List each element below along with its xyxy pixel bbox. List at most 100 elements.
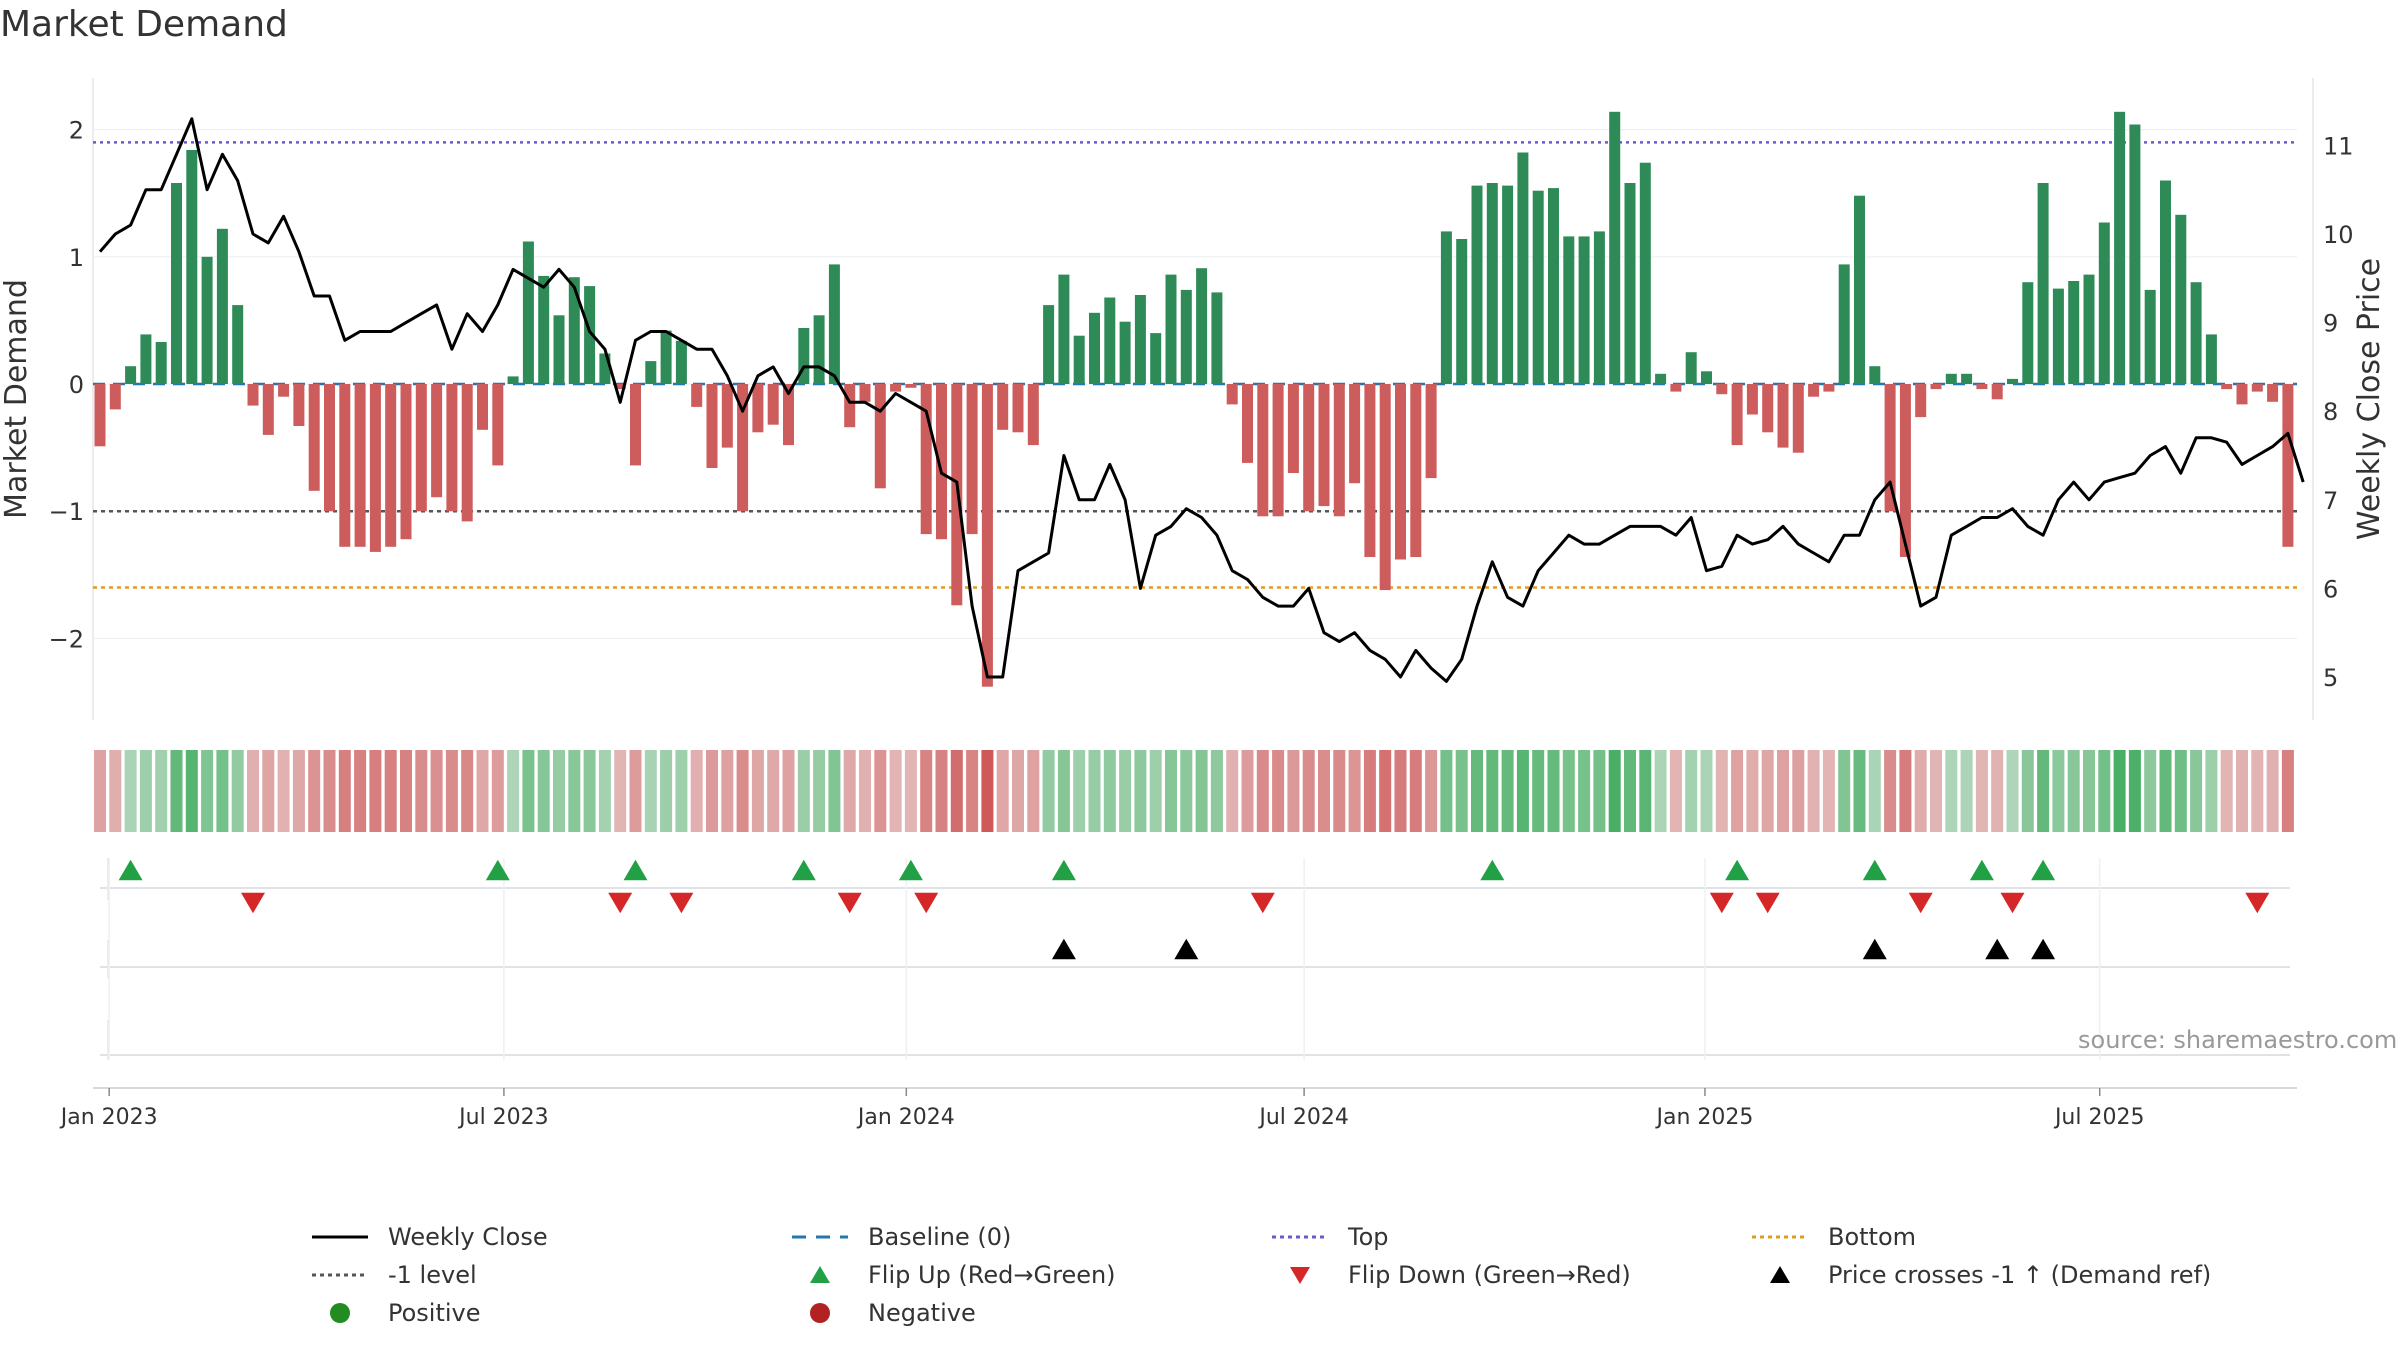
demand-bar [1119, 321, 1131, 384]
heat-cell [1807, 750, 1820, 832]
heat-cell [231, 750, 244, 832]
demand-bar [737, 384, 749, 512]
heat-cell [1960, 750, 1973, 832]
heat-cell [537, 750, 550, 832]
demand-bar [783, 384, 794, 446]
legend-item-baseline: Baseline (0) [790, 1218, 1011, 1256]
demand-bar [1502, 185, 1514, 384]
flip-down-marker [241, 892, 265, 914]
demand-bar [369, 384, 381, 552]
demand-bar [1395, 384, 1406, 560]
demand-bar [2129, 124, 2141, 384]
heat-cell [583, 750, 596, 832]
demand-bar [1043, 305, 1055, 384]
heat-cell [1822, 750, 1835, 832]
x-tick-label: Jul 2025 [2053, 1105, 2145, 1130]
heat-cell [308, 750, 321, 832]
demand-bar [630, 384, 641, 466]
y2-tick-label: 7 [2323, 487, 2338, 515]
heat-cell [1853, 750, 1866, 832]
demand-bar [1027, 384, 1039, 446]
heat-cell [904, 750, 917, 832]
demand-bar [308, 384, 320, 491]
demand-bar [874, 384, 886, 489]
demand-bar [1945, 373, 1957, 384]
legend-item-flip_down: Flip Down (Green→Red) [1270, 1256, 1631, 1294]
demand-bar [2282, 384, 2294, 547]
demand-bar [1930, 384, 1942, 390]
heat-cell [1685, 750, 1698, 832]
flip-down-marker [837, 892, 862, 914]
flip-up-marker [1480, 859, 1505, 881]
demand-bar [1777, 384, 1789, 448]
heat-cell [996, 750, 1009, 832]
flip-up-marker [485, 859, 510, 881]
heat-cell [1195, 750, 1208, 832]
heat-cell [1088, 750, 1101, 832]
heat-cell [1149, 750, 1162, 832]
heat-cell [94, 750, 106, 832]
demand-bar [1257, 384, 1269, 517]
demand-bar [1486, 183, 1498, 384]
demand-bar [920, 384, 932, 535]
demand-bar [461, 384, 473, 522]
legend-swatch-icon [1290, 1267, 1310, 1284]
demand-bar [951, 384, 963, 606]
demand-bar [140, 334, 152, 384]
demand-bar [216, 228, 228, 384]
flip-down-marker [2000, 892, 2025, 914]
heat-cell [2144, 750, 2157, 832]
demand-bar [155, 342, 167, 384]
demand-bar [262, 384, 274, 435]
demand-bar [1976, 384, 1988, 390]
demand-bar [568, 277, 580, 384]
demand-bar [2022, 282, 2034, 384]
demand-bar [1196, 268, 1208, 384]
heat-cell [1348, 750, 1361, 832]
legend-item-flip_up: Flip Up (Red→Green) [790, 1256, 1116, 1294]
demand-bar [2083, 274, 2095, 384]
cross-up-marker [1985, 938, 2010, 960]
demand-bar [1685, 352, 1697, 384]
heat-cell [721, 750, 734, 832]
demand-bar [2114, 111, 2126, 385]
demand-bar [1440, 231, 1452, 384]
legend-item-top: Top [1270, 1218, 1389, 1256]
demand-bar [339, 384, 351, 547]
x-tick-label: Jul 2023 [457, 1105, 549, 1130]
legend-label: Positive [388, 1299, 481, 1327]
heat-cell [1057, 750, 1070, 832]
heat-cell [874, 750, 887, 832]
heat-cell [1073, 750, 1086, 832]
flip-up-marker [898, 859, 923, 881]
heat-cell [660, 750, 673, 832]
heat-cell [445, 750, 458, 832]
demand-bar [660, 330, 672, 384]
demand-bar [1593, 231, 1605, 384]
demand-bar [1272, 384, 1284, 517]
x-tick-label: Jan 2025 [1655, 1105, 1754, 1130]
heat-cell [476, 750, 489, 832]
heat-cell [369, 750, 382, 832]
demand-bar [1333, 384, 1345, 517]
heat-cell [1562, 750, 1575, 832]
heat-cell [1318, 750, 1330, 832]
demand-bar [675, 340, 687, 384]
demand-bar [813, 315, 825, 384]
heat-cell [1914, 750, 1927, 832]
legend-label: -1 level [388, 1261, 477, 1289]
heat-cell [1731, 750, 1744, 832]
cross-up-marker [2031, 938, 2056, 960]
demand-bar [1655, 373, 1667, 384]
legend-label: Negative [868, 1299, 976, 1327]
demand-bar [599, 353, 611, 384]
heat-cell [216, 750, 229, 832]
demand-bar [1287, 384, 1299, 473]
swatch-triangle-down [1290, 1267, 1310, 1284]
heat-cell [1425, 750, 1438, 832]
demand-bar [1211, 292, 1223, 384]
heat-cell [1746, 750, 1759, 832]
flip-up-marker [623, 859, 648, 881]
demand-bar [1670, 384, 1682, 392]
demand-bar [614, 384, 626, 390]
